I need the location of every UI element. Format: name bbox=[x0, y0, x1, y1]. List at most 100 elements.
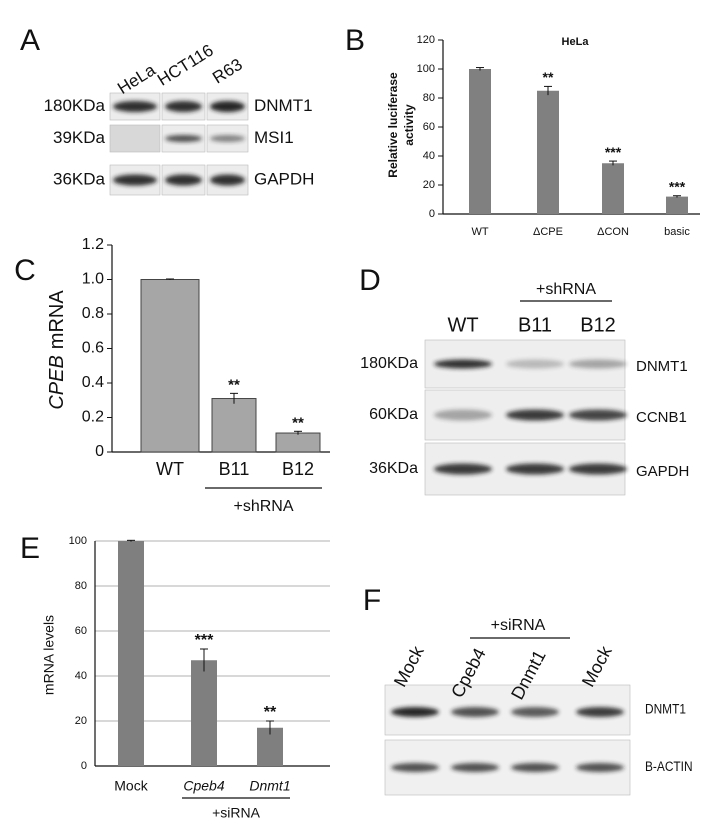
y-tick-label: 80 bbox=[75, 580, 87, 592]
bar bbox=[469, 69, 491, 214]
group-label: +shRNA bbox=[536, 281, 596, 298]
significance-label: ** bbox=[543, 69, 554, 85]
x-tick-label: B11 bbox=[219, 459, 250, 479]
y-axis-label-unit: mRNA bbox=[46, 290, 68, 350]
significance-label: ** bbox=[228, 376, 240, 393]
group-label: +siRNA bbox=[212, 805, 261, 821]
y-tick-label: 0 bbox=[81, 760, 87, 772]
group-label: +siRNA bbox=[491, 617, 546, 634]
y-tick-label: 0.6 bbox=[82, 340, 104, 357]
blot-band bbox=[165, 174, 202, 186]
y-tick-label: 120 bbox=[417, 34, 435, 46]
y-axis-label: Relative luciferase bbox=[386, 72, 400, 178]
blot-band bbox=[434, 409, 492, 421]
blot-band bbox=[451, 763, 499, 772]
y-axis-label: mRNA levels bbox=[41, 615, 57, 695]
size-label: 36KDa bbox=[369, 460, 418, 477]
bar bbox=[191, 660, 217, 766]
protein-label: DNMT1 bbox=[254, 96, 313, 115]
y-tick-label: 0 bbox=[95, 443, 104, 460]
size-label: 39KDa bbox=[53, 128, 106, 147]
y-axis-label: CPEB mRNA bbox=[46, 290, 68, 410]
y-tick-label: 20 bbox=[423, 179, 435, 191]
lane-label: B12 bbox=[580, 314, 616, 336]
y-tick-label: 1.2 bbox=[82, 236, 104, 253]
y-tick-label: 0.8 bbox=[82, 305, 104, 322]
group-label: +shRNA bbox=[233, 498, 293, 515]
x-tick-label: B12 bbox=[282, 459, 314, 479]
blot-band bbox=[511, 707, 559, 717]
lane-label: HCT116 bbox=[154, 41, 217, 90]
y-tick-label: 1.0 bbox=[82, 271, 104, 288]
lane-label: R63 bbox=[209, 55, 246, 88]
x-tick-label: WT bbox=[471, 226, 488, 238]
protein-label: DNMT1 bbox=[645, 701, 686, 717]
significance-label: *** bbox=[195, 632, 214, 649]
protein-label: CCNB1 bbox=[636, 409, 687, 426]
protein-label: GAPDH bbox=[254, 169, 314, 188]
blot-band bbox=[511, 763, 559, 772]
panel-label: C bbox=[14, 254, 36, 287]
y-axis-label-gene: CPEB bbox=[46, 355, 68, 409]
bar bbox=[211, 398, 257, 453]
x-tick-label: basic bbox=[664, 226, 690, 238]
significance-label: *** bbox=[669, 178, 686, 194]
blot-band bbox=[506, 463, 564, 475]
x-tick-label: Mock bbox=[114, 778, 148, 794]
significance-label: *** bbox=[605, 144, 622, 160]
panel-label: D bbox=[359, 264, 381, 297]
x-tick-label: Cpeb4 bbox=[183, 778, 224, 794]
bar bbox=[275, 432, 321, 453]
y-tick-label: 100 bbox=[69, 535, 87, 547]
bar bbox=[602, 163, 624, 214]
blot-band bbox=[165, 135, 202, 142]
panel-label: B bbox=[345, 24, 365, 57]
y-axis-label: activity bbox=[402, 104, 416, 146]
blot-band bbox=[451, 707, 499, 717]
significance-label: ** bbox=[292, 414, 304, 431]
significance-label: ** bbox=[264, 704, 277, 721]
y-tick-label: 20 bbox=[75, 715, 87, 727]
size-label: 36KDa bbox=[53, 169, 106, 188]
blot-band bbox=[506, 409, 564, 421]
size-label: 180KDa bbox=[360, 355, 418, 372]
blot-band bbox=[113, 101, 157, 112]
bar bbox=[666, 196, 688, 214]
y-tick-label: 40 bbox=[75, 670, 87, 682]
x-tick-label: WT bbox=[156, 459, 184, 479]
lane-label: WT bbox=[447, 314, 478, 336]
protein-label: MSI1 bbox=[254, 128, 294, 147]
panel-label: E bbox=[20, 532, 40, 565]
blot-band bbox=[569, 463, 627, 475]
y-tick-label: 80 bbox=[423, 92, 435, 104]
blot-band bbox=[576, 763, 624, 772]
bar bbox=[118, 541, 144, 766]
y-tick-label: 40 bbox=[423, 150, 435, 162]
blot-band bbox=[210, 174, 245, 186]
y-tick-label: 0 bbox=[429, 208, 435, 220]
chart-title: HeLa bbox=[562, 36, 590, 48]
blot-band bbox=[434, 359, 492, 369]
blot-band bbox=[569, 359, 627, 369]
size-label: 180KDa bbox=[44, 96, 106, 115]
lane-label: B11 bbox=[518, 314, 552, 336]
y-tick-label: 0.2 bbox=[82, 409, 104, 426]
blot-strip bbox=[109, 124, 161, 153]
blot-band bbox=[165, 101, 202, 112]
x-tick-label: ΔCPE bbox=[533, 226, 563, 238]
panel-label: A bbox=[20, 24, 40, 57]
protein-label: GAPDH bbox=[636, 463, 689, 480]
bar bbox=[537, 90, 559, 214]
x-tick-label: ΔCON bbox=[597, 226, 629, 238]
y-tick-label: 60 bbox=[423, 121, 435, 133]
blot-band bbox=[434, 463, 492, 475]
y-tick-label: 100 bbox=[417, 63, 435, 75]
panel-label: F bbox=[363, 584, 381, 617]
protein-label: DNMT1 bbox=[636, 358, 688, 375]
blot-band bbox=[391, 707, 439, 717]
blot-band bbox=[506, 359, 564, 369]
lane-label: Mock bbox=[390, 642, 428, 690]
blot-band bbox=[210, 135, 245, 142]
blot-band bbox=[576, 707, 624, 717]
blot-band bbox=[113, 174, 157, 186]
